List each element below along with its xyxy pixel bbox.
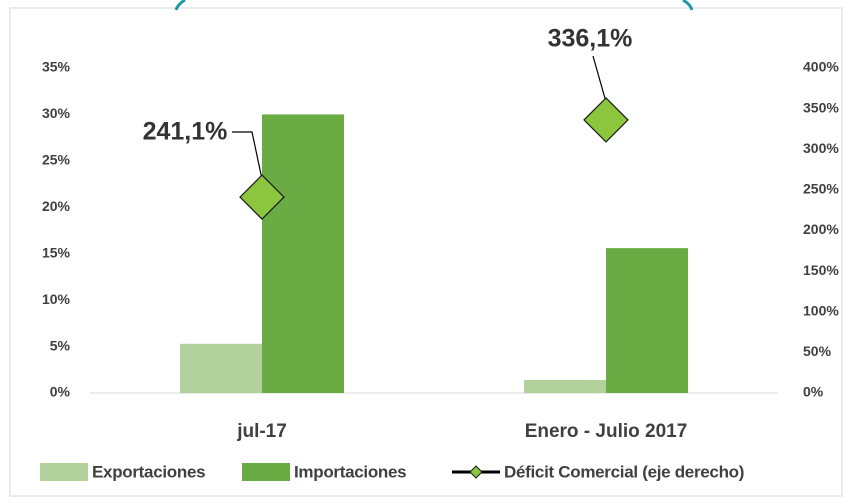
legend-swatch [242, 463, 290, 481]
y2-tick-label: 250% [803, 181, 839, 197]
y-tick-label: 20% [42, 198, 71, 214]
leader-line [592, 55, 607, 103]
legend-label: Déficit Comercial (eje derecho) [504, 462, 744, 481]
y2-tick-label: 0% [803, 384, 824, 400]
bar [180, 343, 262, 393]
y-tick-label: 30% [42, 105, 71, 121]
marker [239, 174, 285, 220]
marker [583, 97, 629, 143]
leader-line [232, 131, 263, 180]
bar [524, 380, 606, 393]
y2-tick-label: 200% [803, 221, 839, 237]
legend-marker [469, 465, 483, 479]
legend-label: Importaciones [294, 462, 406, 481]
x-tick-label: jul-17 [236, 421, 287, 442]
y-tick-label: 10% [42, 291, 71, 307]
bar [606, 248, 688, 393]
title-fragment [174, 0, 186, 11]
y2-tick-label: 150% [803, 262, 839, 278]
x-tick-label: Enero - Julio 2017 [525, 421, 688, 442]
legend-label: Exportaciones [92, 462, 205, 481]
y-tick-label: 15% [42, 244, 71, 260]
y2-tick-label: 50% [803, 343, 832, 359]
y2-tick-label: 300% [803, 140, 839, 156]
title-fragment [682, 0, 694, 11]
chart-frame [9, 7, 843, 497]
y-tick-label: 35% [42, 59, 71, 75]
y2-tick-label: 350% [803, 99, 839, 115]
y-tick-label: 5% [50, 337, 71, 353]
bar [262, 114, 344, 393]
y-tick-label: 25% [42, 152, 71, 168]
data-label: 241,1% [143, 118, 228, 146]
data-label: 336,1% [548, 25, 633, 53]
y-tick-label: 0% [50, 384, 71, 400]
legend-swatch [40, 463, 88, 481]
y2-tick-label: 400% [803, 59, 839, 75]
y2-tick-label: 100% [803, 302, 839, 318]
